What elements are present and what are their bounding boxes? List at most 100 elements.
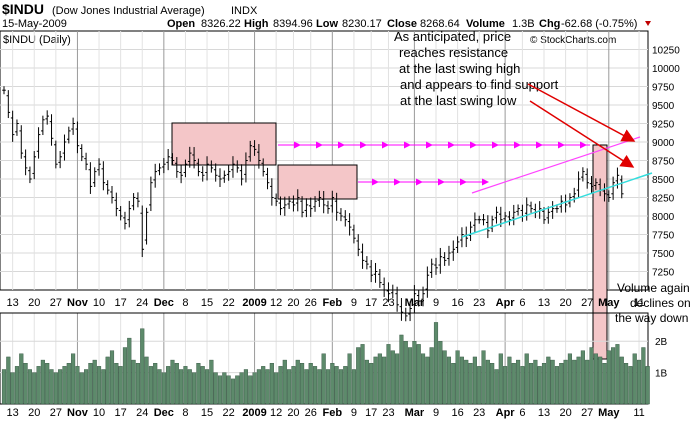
price-bar	[218, 168, 222, 187]
volume-bar	[274, 372, 279, 405]
volume-bar	[282, 359, 287, 405]
price-bar	[101, 161, 106, 191]
volume-bar	[373, 356, 378, 405]
price-bar	[196, 158, 201, 177]
volume-bar	[451, 363, 456, 405]
price-bar	[175, 157, 179, 178]
price-bar	[36, 127, 41, 159]
price-bar	[183, 159, 188, 178]
price-bar	[265, 167, 270, 190]
date-tick-label: 24	[136, 407, 148, 419]
date-tick-label: 20	[559, 407, 571, 419]
price-bar	[114, 192, 119, 217]
volume-bar	[364, 359, 369, 405]
date-tick-label: 13	[538, 297, 550, 309]
price-bar	[79, 144, 84, 162]
price-bar	[594, 178, 598, 190]
volume-bar	[356, 347, 361, 405]
volume-bar	[606, 350, 611, 405]
exchange-label: INDX	[231, 5, 258, 17]
price-bar	[283, 196, 287, 216]
price-bar	[442, 252, 447, 266]
price-bar	[360, 243, 365, 269]
volume-bar	[485, 359, 490, 405]
volume-bar	[239, 372, 244, 405]
price-tick-label: 8000	[652, 212, 675, 223]
price-bar	[179, 164, 183, 184]
date-axis-bottom: 13 20 27 Nov 10 17 24 Dec 8 15 22 2009 12 20 26 Feb 9 17 2…	[7, 407, 645, 419]
price-bar	[291, 195, 296, 212]
volume-bar	[598, 356, 603, 405]
price-tick-label: 7750	[652, 231, 675, 242]
date-tick-label: 20	[287, 407, 299, 419]
date-tick-label: 10	[93, 297, 105, 309]
price-bar	[343, 210, 348, 227]
price-bar	[244, 152, 248, 183]
volume-bar	[636, 359, 642, 405]
volume-bar	[537, 366, 542, 405]
ticker-description: (Dow Jones Industrial Average)	[52, 5, 205, 17]
volume-bar	[14, 366, 20, 405]
date-tick-label: 23	[473, 297, 485, 309]
volume-bar	[546, 356, 551, 405]
date-tick-label: 13	[7, 297, 19, 309]
date-tick-label: Nov	[67, 407, 89, 419]
volume-label: Volume	[466, 18, 505, 30]
price-bar	[6, 90, 11, 119]
price-bar	[403, 307, 408, 322]
price-bar	[473, 212, 477, 233]
price-bar	[270, 178, 274, 206]
volume-bar	[36, 366, 41, 405]
volume-bar	[325, 369, 331, 405]
volume-bar	[127, 337, 132, 405]
price-tick-label: 7250	[652, 268, 675, 279]
price-bar	[529, 201, 533, 213]
volume-annotation-line: the way down	[615, 311, 688, 325]
price-bar	[166, 148, 170, 171]
volume-bar	[40, 359, 45, 405]
volume-bar	[420, 353, 426, 405]
volume-bar	[291, 366, 296, 405]
price-bar	[49, 114, 54, 146]
price-bar	[252, 140, 257, 156]
price-bar	[205, 156, 209, 181]
price-bar	[576, 171, 581, 198]
price-bar	[32, 151, 37, 180]
price-bar	[546, 206, 551, 224]
volume-bar	[520, 366, 525, 405]
price-tick-label: 8250	[652, 194, 675, 205]
date-tick-label: 15	[201, 407, 213, 419]
price-bar	[494, 206, 499, 224]
date-tick-label: 9	[351, 297, 357, 309]
volume-bar	[624, 363, 629, 405]
date-tick-label: 16	[451, 297, 463, 309]
price-bar	[192, 147, 196, 169]
price-bar	[611, 176, 615, 200]
volume-bar	[300, 363, 305, 405]
price-bar	[511, 204, 516, 226]
date-tick-label: 26	[305, 297, 317, 309]
date-tick-label: Apr	[496, 297, 516, 309]
price-bar	[287, 196, 291, 209]
volume-bar	[602, 363, 607, 405]
volume-bar	[27, 369, 32, 405]
volume-bar	[399, 334, 404, 405]
quote-bar: Open 8326.22 High 8394.96 Low 8230.17 Cl…	[167, 18, 651, 30]
volume-bar	[580, 350, 585, 405]
volume-bar	[377, 353, 382, 405]
date-tick-label: 11	[633, 297, 644, 309]
date-tick-label: Feb	[323, 297, 343, 309]
price-bars	[2, 86, 624, 322]
volume-bar	[88, 363, 93, 405]
date-tick-label: Mar	[405, 407, 425, 419]
volume-bar	[204, 369, 210, 405]
volume-bar	[619, 356, 624, 405]
price-tick-label: 9000	[652, 138, 675, 149]
upper-trendline	[471, 136, 641, 194]
price-bar	[408, 301, 412, 322]
volume-bar	[140, 328, 145, 405]
price-bar	[455, 236, 460, 253]
volume-tick-label: 1B	[655, 369, 668, 380]
date-tick-label: 13	[538, 407, 550, 419]
volume-bar	[49, 369, 54, 405]
